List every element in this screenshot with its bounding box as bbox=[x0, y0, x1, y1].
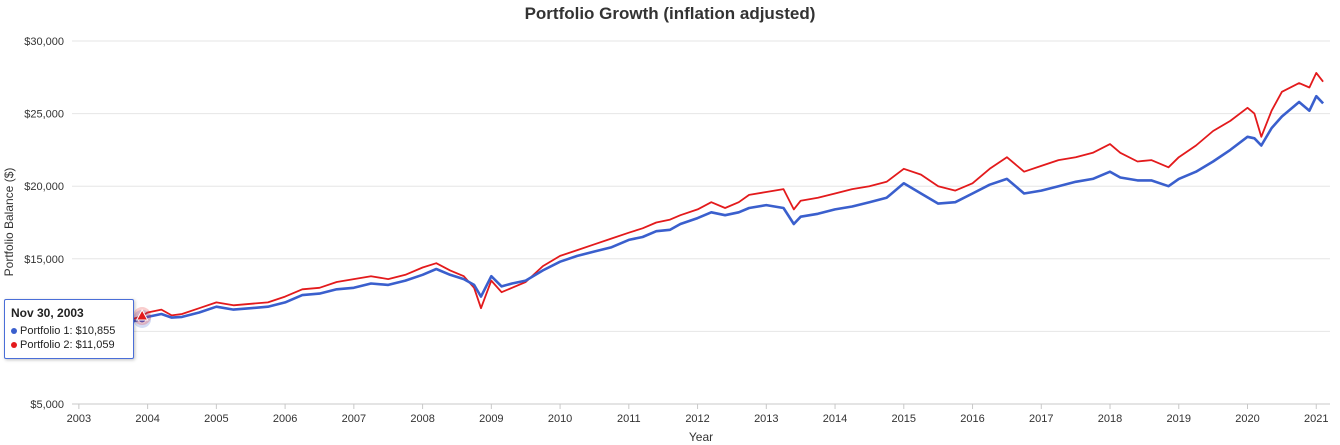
x-tick-label: 2012 bbox=[685, 413, 709, 425]
tooltip-value-portfolio-2: Portfolio 2: $11,059 bbox=[20, 339, 115, 351]
x-tick-label: 2006 bbox=[273, 413, 297, 425]
x-tick-label: 2014 bbox=[823, 413, 847, 425]
portfolio-1-dot-icon bbox=[11, 328, 17, 335]
x-tick-label: 2015 bbox=[892, 413, 916, 425]
x-tick-label: 2021 bbox=[1304, 413, 1328, 425]
tooltip-row-portfolio-1: Portfolio 1: $10,855 bbox=[11, 324, 127, 338]
x-tick-label: 2016 bbox=[960, 413, 984, 425]
x-tick-label: 2005 bbox=[204, 413, 228, 425]
x-tick-label: 2008 bbox=[410, 413, 434, 425]
grid-lines bbox=[72, 40, 1330, 332]
tooltip-row-portfolio-2: Portfolio 2: $11,059 bbox=[11, 338, 127, 352]
x-tick-label: 2013 bbox=[754, 413, 778, 425]
x-tick-label: 2009 bbox=[479, 413, 503, 425]
chart-title: Portfolio Growth (inflation adjusted) bbox=[525, 4, 816, 23]
series-lines[interactable] bbox=[99, 72, 1325, 330]
x-tick-label: 2011 bbox=[617, 413, 641, 425]
x-tick-label: 2017 bbox=[1029, 413, 1053, 425]
y-tick-label: $15,000 bbox=[24, 254, 64, 266]
tooltip-date: Nov 30, 2003 bbox=[11, 306, 84, 320]
portfolio-2-dot-icon bbox=[11, 342, 17, 349]
y-tick-label: $30,000 bbox=[24, 36, 64, 48]
x-tick-label: 2018 bbox=[1098, 413, 1122, 425]
y-axis-label: Portfolio Balance ($) bbox=[2, 168, 16, 277]
tooltip-value-portfolio-1: Portfolio 1: $10,855 bbox=[20, 325, 116, 337]
x-tick-label: 2020 bbox=[1235, 413, 1259, 425]
series-line-portfolio-2[interactable] bbox=[99, 72, 1324, 328]
hover-markers bbox=[133, 307, 152, 328]
x-tick-label: 2003 bbox=[67, 413, 91, 425]
x-tick-label: 2010 bbox=[548, 413, 572, 425]
x-tick-label: 2004 bbox=[135, 413, 159, 425]
series-line-portfolio-1[interactable] bbox=[99, 94, 1325, 330]
x-tick-label: 2007 bbox=[342, 413, 366, 425]
x-axis-ticks: 2003 2004 2005 2006 2007 2008 2009 2010 2011 2012… bbox=[67, 404, 1328, 425]
y-axis-ticks: $5,000$10,000$15,000$20,000$25,000$30,00… bbox=[24, 36, 64, 411]
x-axis-label: Year bbox=[689, 430, 713, 444]
y-tick-label: $20,000 bbox=[24, 181, 64, 193]
hover-point-portfolio-2 bbox=[135, 308, 149, 321]
hover-tooltip: Nov 30, 2003 Portfolio 1: $10,855 Portfo… bbox=[4, 299, 134, 359]
x-tick-label: 2019 bbox=[1167, 413, 1191, 425]
y-tick-label: $25,000 bbox=[24, 109, 64, 121]
y-tick-label: $5,000 bbox=[30, 399, 64, 411]
